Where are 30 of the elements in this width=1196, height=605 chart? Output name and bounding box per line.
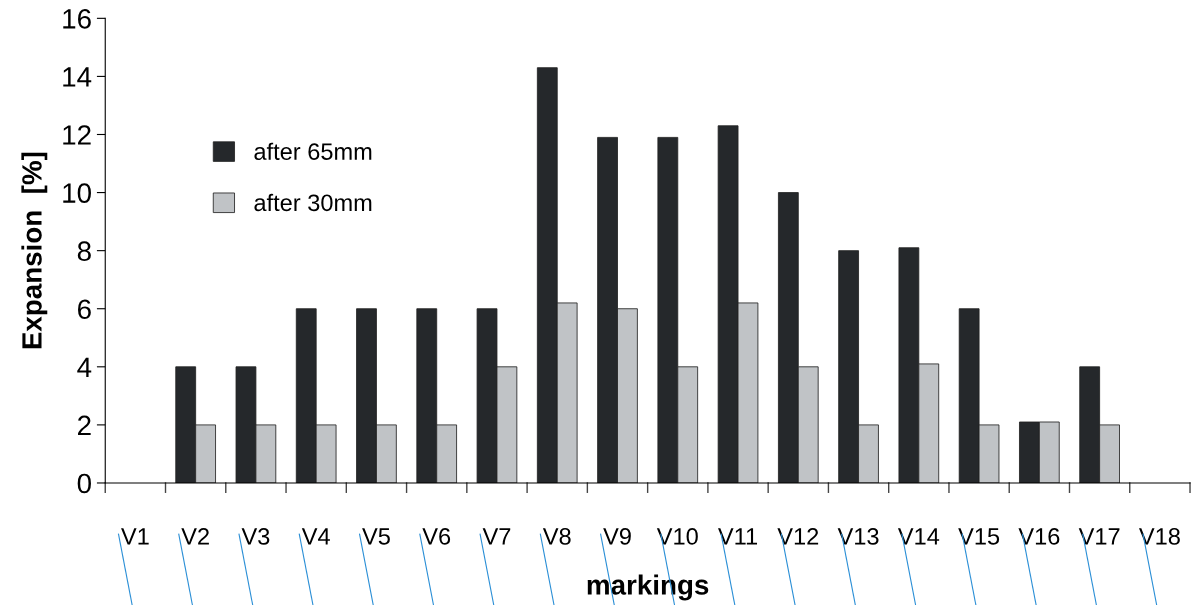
y-tick-label: 16 <box>63 9 91 29</box>
x-tick-label: V11 <box>718 528 758 545</box>
y-tick-label: 2 <box>78 415 91 435</box>
x-tick-label: V12 <box>777 528 819 545</box>
y-tick-label: 14 <box>63 67 92 87</box>
x-tick-label: V2 <box>181 528 209 545</box>
x-tick-label: V8 <box>542 528 571 545</box>
y-tick-label: 8 <box>77 241 91 261</box>
x-tick-label: V6 <box>422 528 451 545</box>
y-tick-label: 12 <box>63 125 91 145</box>
x-tick-label: V7 <box>482 528 511 545</box>
x-tick-label: V14 <box>897 528 940 545</box>
legend-label: after 65mm <box>254 142 372 160</box>
y-tick-label: 10 <box>63 183 91 203</box>
x-tick-label: V5 <box>362 528 390 545</box>
x-tick-label: V4 <box>301 528 330 545</box>
y-tick-label: 6 <box>78 299 91 320</box>
x-tick-label: V3 <box>241 528 270 545</box>
y-tick-label: 4 <box>77 357 92 377</box>
x-tick-label: V9 <box>603 528 631 545</box>
y-axis-title: Expansion [%] <box>21 152 48 349</box>
x-tick-label: V18 <box>1138 528 1180 545</box>
x-tick-label: V1 <box>121 528 149 545</box>
y-tick-label: 0 <box>77 473 91 494</box>
x-tick-label: V17 <box>1078 528 1120 545</box>
x-tick-label: V16 <box>1018 528 1060 545</box>
x-tick-label: V10 <box>656 528 698 545</box>
x-tick-label: V15 <box>958 528 1000 545</box>
legend-label: after 30mm <box>254 193 372 212</box>
x-tick-label: V13 <box>837 528 879 545</box>
